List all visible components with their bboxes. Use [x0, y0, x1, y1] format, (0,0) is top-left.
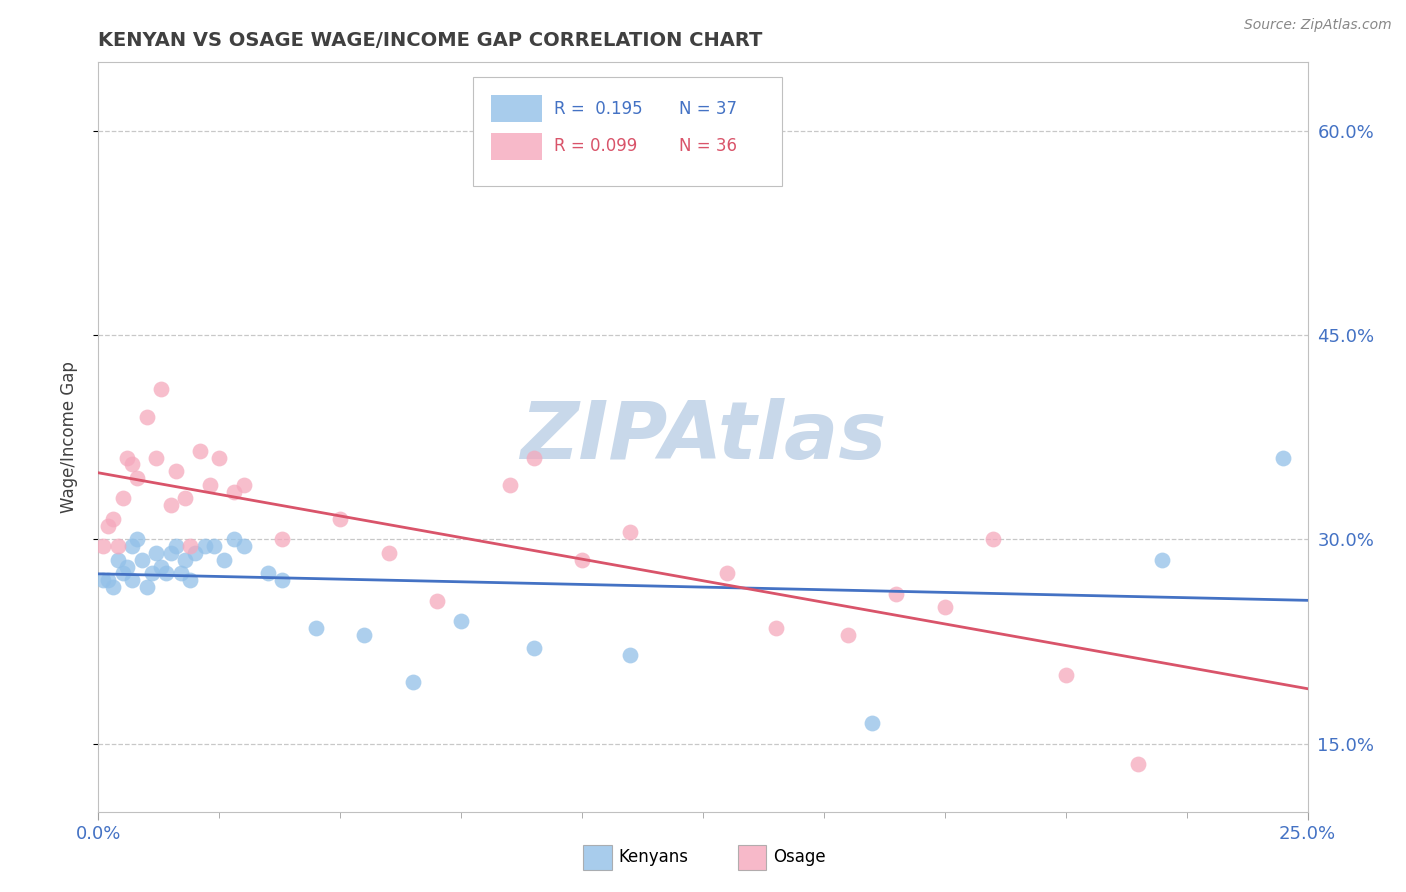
Point [981, 533, 1004, 547]
Point [194, 539, 217, 553]
Point [1152, 552, 1174, 566]
Point [174, 552, 197, 566]
Point [1054, 668, 1077, 682]
Point [271, 533, 294, 547]
FancyBboxPatch shape [474, 78, 782, 186]
Point [271, 573, 294, 587]
FancyBboxPatch shape [492, 95, 543, 122]
Point [716, 566, 738, 581]
Point [353, 627, 375, 641]
Text: Source: ZipAtlas.com: Source: ZipAtlas.com [1244, 18, 1392, 32]
Point [402, 675, 425, 690]
Point [135, 580, 157, 594]
Text: ZIPAtlas: ZIPAtlas [520, 398, 886, 476]
Point [174, 491, 197, 506]
FancyBboxPatch shape [492, 133, 543, 160]
Point [619, 648, 641, 662]
Text: R = 0.099: R = 0.099 [554, 137, 637, 155]
Point [97, 573, 120, 587]
Point [111, 491, 134, 506]
Point [101, 580, 124, 594]
Point [523, 641, 546, 656]
Point [165, 464, 187, 478]
Point [1272, 450, 1295, 465]
Point [165, 539, 187, 553]
Point [222, 484, 245, 499]
Point [169, 566, 191, 581]
Point [91, 539, 114, 553]
Point [127, 471, 149, 485]
Point [860, 716, 883, 731]
Point [150, 559, 173, 574]
Point [141, 566, 163, 581]
Point [145, 450, 167, 465]
Point [934, 600, 956, 615]
Point [107, 539, 129, 553]
Point [188, 443, 211, 458]
Point [111, 566, 134, 581]
Point [131, 552, 153, 566]
Point [135, 409, 157, 424]
Point [212, 552, 235, 566]
Point [91, 573, 114, 587]
Point [127, 533, 149, 547]
Text: Kenyans: Kenyans [619, 848, 689, 866]
Point [1128, 757, 1150, 772]
Point [765, 621, 787, 635]
Point [160, 498, 183, 512]
Point [179, 573, 201, 587]
Text: KENYAN VS OSAGE WAGE/INCOME GAP CORRELATION CHART: KENYAN VS OSAGE WAGE/INCOME GAP CORRELAT… [98, 30, 763, 50]
Point [107, 552, 129, 566]
Point [121, 539, 143, 553]
Point [232, 539, 254, 553]
Point [837, 627, 859, 641]
Point [117, 559, 139, 574]
Point [101, 512, 124, 526]
Point [619, 525, 641, 540]
Point [97, 518, 120, 533]
Point [145, 546, 167, 560]
Point [377, 546, 399, 560]
Text: N = 37: N = 37 [679, 100, 737, 118]
Y-axis label: Wage/Income Gap: Wage/Income Gap [59, 361, 77, 513]
Point [256, 566, 278, 581]
Text: Osage: Osage [773, 848, 825, 866]
Point [184, 546, 207, 560]
Point [886, 587, 908, 601]
Point [121, 573, 143, 587]
Point [329, 512, 352, 526]
Point [160, 546, 183, 560]
Point [222, 533, 245, 547]
Point [179, 539, 201, 553]
Point [450, 614, 472, 628]
Text: R =  0.195: R = 0.195 [554, 100, 643, 118]
Point [150, 383, 173, 397]
Point [305, 621, 328, 635]
Point [208, 450, 231, 465]
Point [198, 477, 221, 491]
Point [426, 593, 449, 607]
Point [232, 477, 254, 491]
Point [155, 566, 177, 581]
Point [498, 477, 520, 491]
Point [204, 539, 226, 553]
Text: N = 36: N = 36 [679, 137, 737, 155]
Point [121, 458, 143, 472]
Point [571, 552, 593, 566]
Point [117, 450, 139, 465]
Point [523, 450, 546, 465]
